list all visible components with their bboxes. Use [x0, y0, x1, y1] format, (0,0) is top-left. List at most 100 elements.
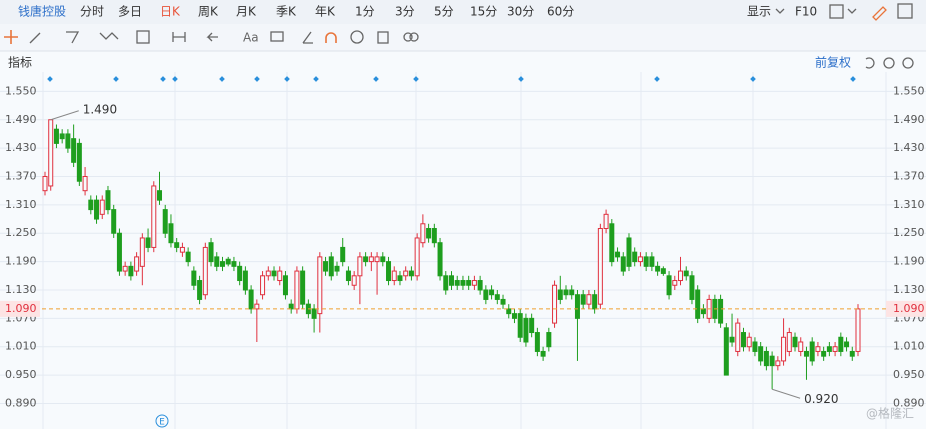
- line-tool[interactable]: [29, 32, 41, 44]
- event-dot[interactable]: [172, 76, 178, 82]
- period-tab[interactable]: 5分: [434, 5, 454, 19]
- candle-body: [363, 256, 369, 263]
- period-tab[interactable]: 多日: [118, 5, 142, 19]
- candle-body: [511, 313, 517, 319]
- period-tab[interactable]: 分时: [80, 5, 104, 19]
- magnet-tool[interactable]: [325, 32, 337, 43]
- event-dot[interactable]: [518, 76, 524, 82]
- candle-body: [483, 289, 489, 300]
- event-marker[interactable]: E: [159, 418, 165, 428]
- candle-body: [139, 237, 145, 267]
- candle-body: [683, 270, 689, 277]
- y-tick-label: 1.250: [5, 226, 37, 239]
- period-tab[interactable]: 3分: [395, 5, 415, 19]
- period-tab[interactable]: 季K: [276, 5, 297, 19]
- period-tab[interactable]: 日K: [160, 5, 181, 19]
- candle-body: [323, 261, 329, 272]
- pen-icon[interactable]: [872, 6, 887, 21]
- low-label: 0.920: [804, 392, 838, 406]
- event-dot[interactable]: [750, 76, 756, 82]
- angle-tool[interactable]: [302, 31, 313, 44]
- fullscreen-icon[interactable]: [897, 3, 913, 19]
- candle-body: [403, 270, 409, 277]
- f10-button[interactable]: F10: [795, 5, 817, 19]
- indicator-label[interactable]: 指标: [8, 55, 32, 70]
- zoom-out[interactable]: [883, 57, 895, 69]
- display-menu[interactable]: 显示: [747, 5, 771, 19]
- candle-body: [729, 336, 735, 343]
- candle-body: [374, 256, 380, 263]
- candle-body: [792, 336, 798, 348]
- event-dot[interactable]: [160, 76, 166, 82]
- period-tab[interactable]: 15分: [470, 5, 497, 19]
- candle-body: [128, 265, 134, 277]
- candle-body: [632, 251, 638, 263]
- candle-body: [586, 294, 592, 305]
- candle-body: [105, 190, 111, 211]
- zoom-in[interactable]: [902, 57, 914, 69]
- chart-area: [0, 52, 926, 429]
- reset-icon[interactable]: [865, 57, 875, 69]
- y-tick-label-right: 1.130: [893, 283, 925, 296]
- candle-body: [655, 265, 661, 272]
- period-tab[interactable]: 月K: [236, 5, 257, 19]
- watermark: @格隆汇: [866, 406, 914, 421]
- stock-name[interactable]: 钱唐控股: [18, 4, 66, 19]
- candle-body: [59, 133, 65, 140]
- candle-body: [574, 294, 580, 319]
- last-price-box: [0, 300, 40, 317]
- candle-body: [689, 275, 695, 300]
- note-tool[interactable]: [270, 31, 284, 42]
- event-dot[interactable]: [313, 76, 319, 82]
- candle-body: [122, 265, 128, 272]
- event-dot[interactable]: [373, 76, 379, 82]
- candle-body: [197, 280, 203, 300]
- candle-body: [849, 350, 855, 357]
- y-tick-label-right: 1.370: [893, 169, 925, 182]
- candle-body: [357, 256, 363, 277]
- move-tool[interactable]: [4, 30, 18, 44]
- candle-body: [53, 128, 59, 144]
- checkbox-icon[interactable]: [829, 4, 844, 19]
- text-tool[interactable]: Aa: [243, 31, 259, 45]
- event-dot[interactable]: [850, 76, 856, 82]
- arrow-tool[interactable]: [206, 32, 218, 42]
- wave-tool[interactable]: [99, 32, 119, 40]
- hide-tool[interactable]: [350, 30, 364, 44]
- event-dot[interactable]: [113, 76, 119, 82]
- event-dot[interactable]: [254, 76, 260, 82]
- candle-body: [815, 346, 821, 352]
- period-tab[interactable]: 1分: [355, 5, 375, 19]
- candle-body: [317, 256, 323, 315]
- y-tick-label: 1.130: [5, 283, 37, 296]
- event-dot[interactable]: [284, 76, 290, 82]
- candle-body: [214, 256, 220, 267]
- event-dot[interactable]: [654, 76, 660, 82]
- candle-body: [477, 280, 483, 291]
- candle-body: [134, 256, 140, 272]
- candle-body: [151, 185, 157, 248]
- range-tool[interactable]: [172, 32, 186, 42]
- candle-body: [380, 256, 386, 263]
- candle-body: [294, 270, 300, 310]
- candle-body: [552, 284, 558, 324]
- fib-tool[interactable]: [136, 30, 150, 44]
- period-tab[interactable]: 30分: [507, 5, 534, 19]
- link-tool[interactable]: [403, 32, 419, 42]
- event-marker-circle[interactable]: [155, 414, 169, 428]
- candle-body: [506, 308, 512, 315]
- period-tab[interactable]: 60分: [547, 5, 574, 19]
- event-dot[interactable]: [219, 76, 225, 82]
- delete-tool[interactable]: [377, 31, 389, 44]
- event-dot[interactable]: [413, 76, 419, 82]
- candle-body: [637, 256, 643, 263]
- adjust-menu[interactable]: 前复权: [815, 55, 851, 70]
- candle-body: [300, 270, 306, 305]
- candle-body: [695, 289, 701, 319]
- period-tab[interactable]: 年K: [315, 5, 336, 19]
- candle-body: [271, 270, 277, 277]
- candle-body: [798, 341, 804, 352]
- period-tab[interactable]: 周K: [198, 5, 219, 19]
- candle-body: [740, 332, 746, 348]
- channel-tool[interactable]: [66, 31, 80, 44]
